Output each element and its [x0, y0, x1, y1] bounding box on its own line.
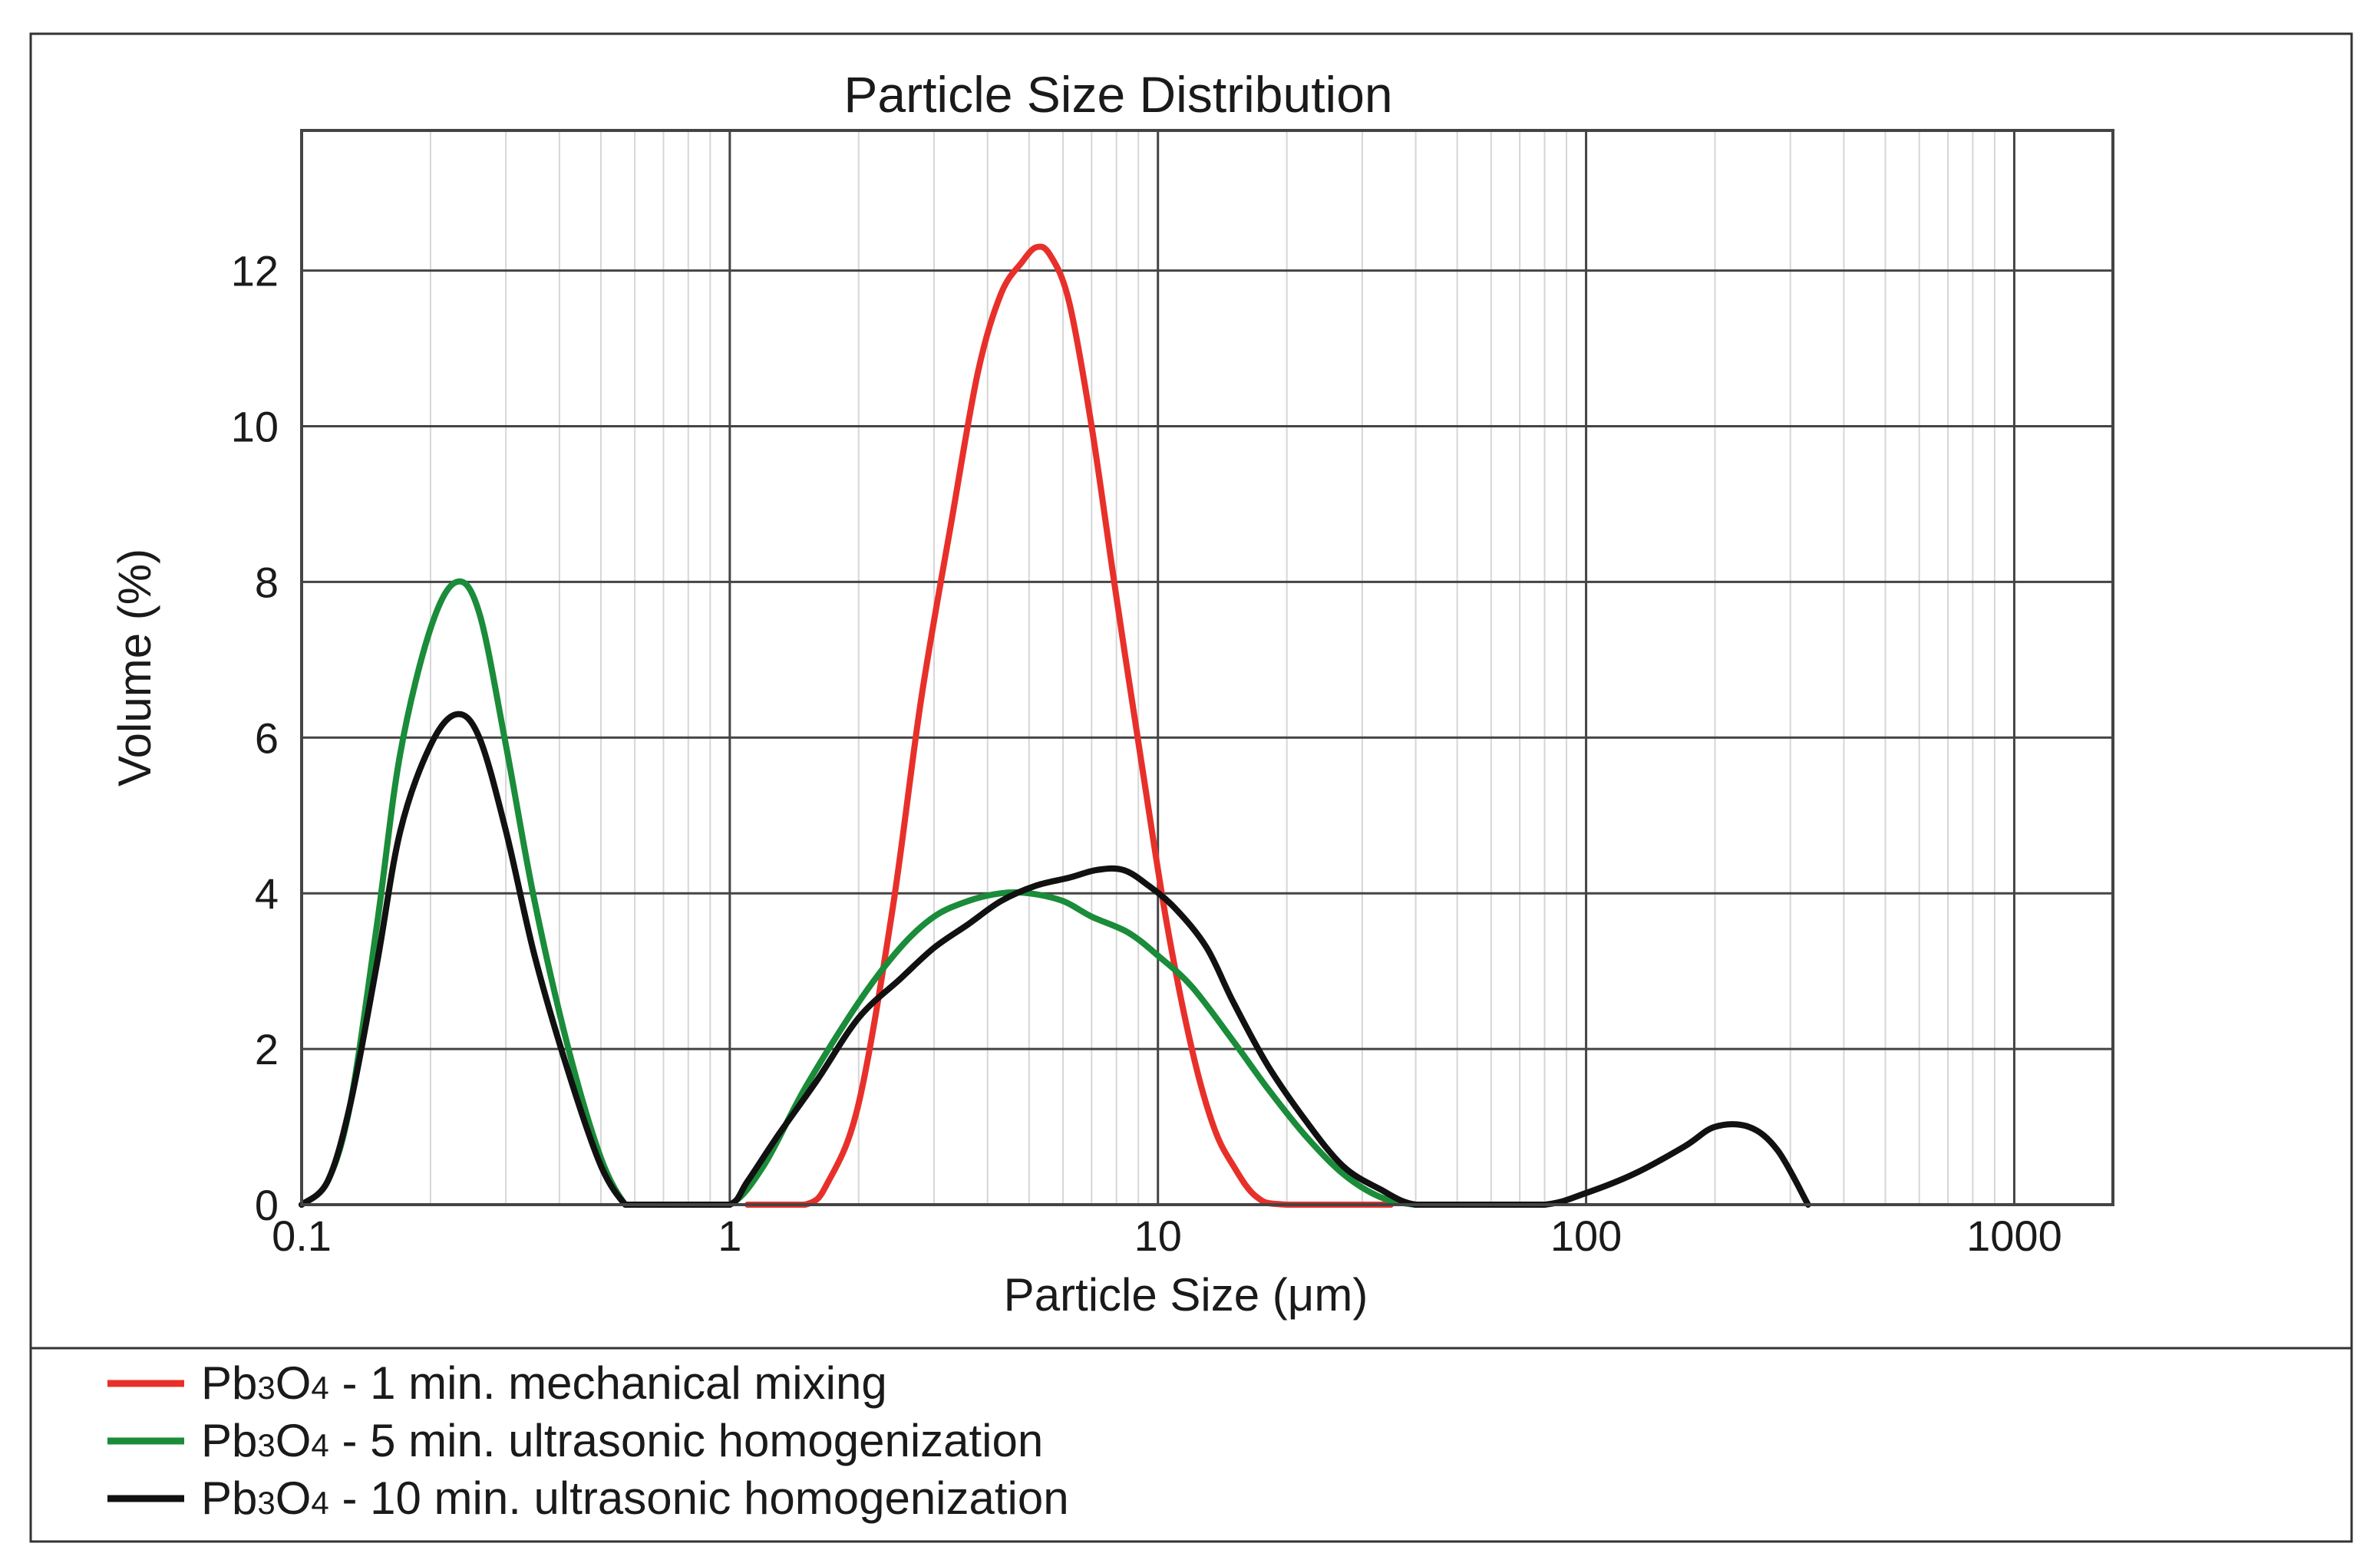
- chart-title: Particle Size Distribution: [843, 66, 1392, 123]
- legend-label-1: Pb3O4 - 1 min. mechanical mixing: [201, 1357, 887, 1409]
- outer-frame: [29, 32, 2353, 1543]
- legend-text: Pb: [201, 1472, 257, 1524]
- legend-text: - 1 min. mechanical mixing: [329, 1357, 887, 1409]
- series-line-1: [744, 243, 1395, 1209]
- legend-label-3: Pb3O4 - 10 min. ultrasonic homogenizatio…: [201, 1472, 1069, 1524]
- x-tick-label: 10: [1134, 1212, 1182, 1260]
- y-tick-label: 0: [255, 1181, 279, 1229]
- legend-subscript: 4: [311, 1370, 328, 1406]
- legend-subscript: 3: [257, 1427, 275, 1463]
- y-tick-label: 12: [231, 247, 279, 295]
- legend-text: O: [276, 1357, 312, 1409]
- legend-text: - 5 min. ultrasonic homogenization: [329, 1415, 1043, 1466]
- y-tick-label: 8: [255, 558, 279, 606]
- legend-subscript: 3: [257, 1485, 275, 1521]
- x-tick-label: 1: [718, 1212, 741, 1260]
- x-tick-label: 100: [1550, 1212, 1622, 1260]
- series-line-2: [299, 578, 1461, 1209]
- legend-text: - 10 min. ultrasonic homogenization: [329, 1472, 1069, 1524]
- y-tick-labels: 0 2 4 6 8 10 12: [231, 247, 279, 1229]
- legend-text: Pb: [201, 1357, 257, 1409]
- y-tick-label: 2: [255, 1025, 279, 1073]
- x-axis-title: Particle Size (μm): [1004, 1269, 1368, 1321]
- legend-text: O: [276, 1415, 312, 1466]
- x-tick-labels: 0.1 1 10 100 1000: [272, 1212, 2062, 1260]
- legend-subscript: 4: [311, 1427, 328, 1463]
- minor-grid: [429, 130, 1995, 1205]
- legend-subscript: 3: [257, 1370, 275, 1406]
- y-tick-label: 10: [231, 403, 279, 451]
- legend-label-2: Pb3O4 - 5 min. ultrasonic homogenization: [201, 1415, 1043, 1466]
- x-tick-label: 0.1: [272, 1212, 332, 1260]
- plot-area-border: [300, 129, 2114, 1206]
- y-tick-label: 6: [255, 714, 279, 762]
- y-axis-title: Volume (%): [109, 549, 160, 786]
- legend-subscript: 4: [311, 1485, 328, 1521]
- x-tick-label: 1000: [1966, 1212, 2062, 1260]
- y-tick-label: 4: [255, 869, 279, 918]
- legend-text: Pb: [201, 1415, 257, 1466]
- legend-text: O: [276, 1472, 312, 1524]
